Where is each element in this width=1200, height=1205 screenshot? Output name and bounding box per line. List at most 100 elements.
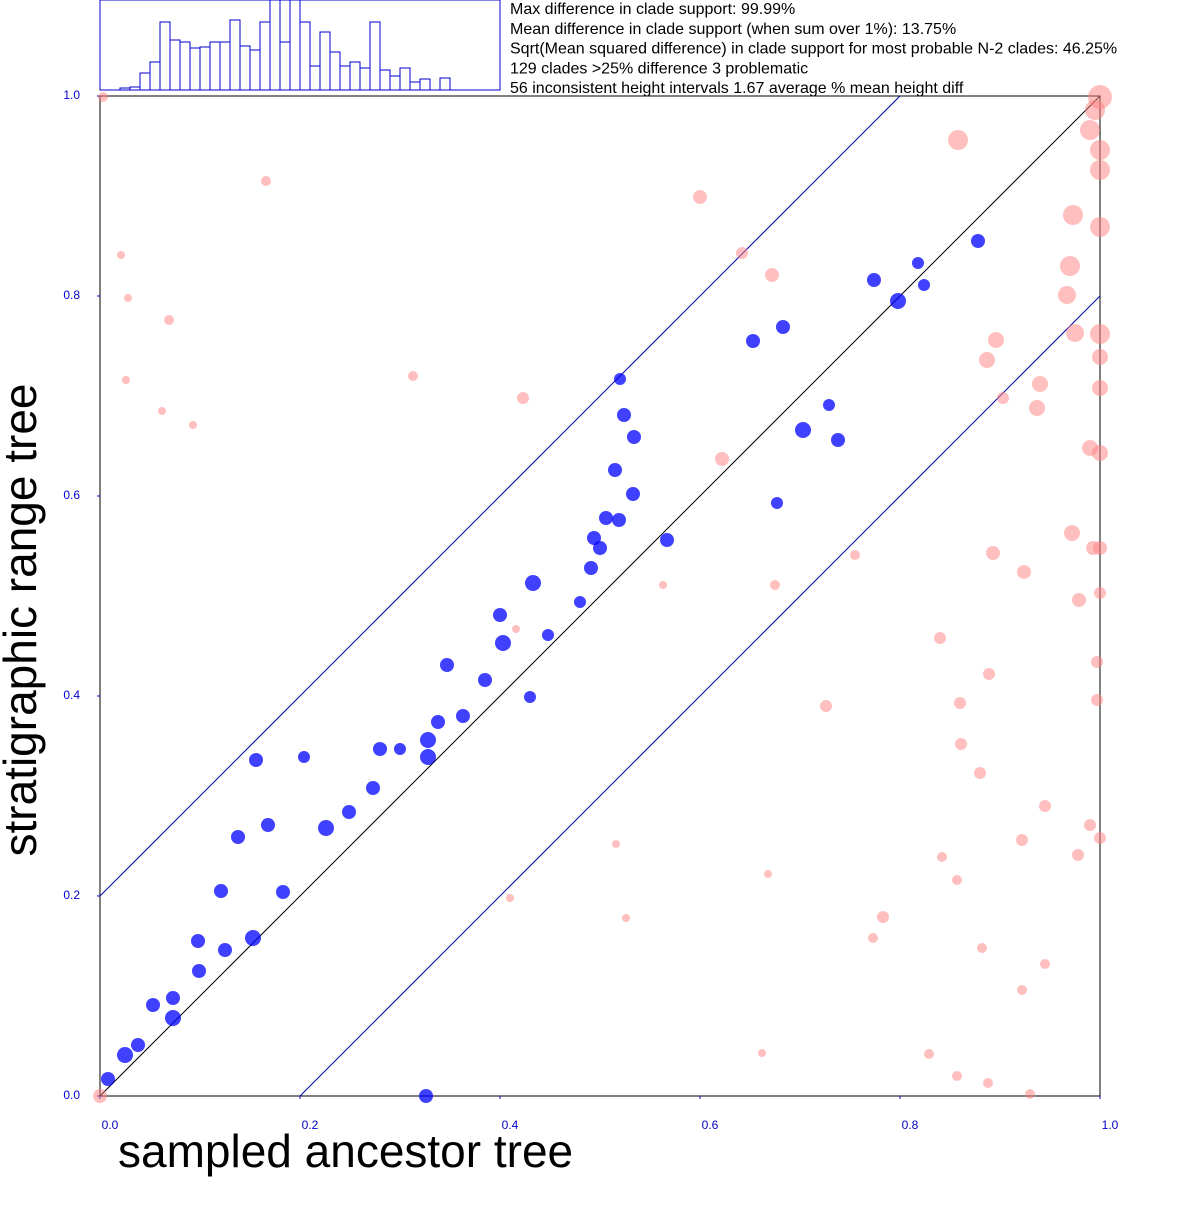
histogram-bar [119, 87, 131, 91]
histogram-bar [399, 67, 411, 91]
histogram-bar [439, 77, 451, 91]
point [954, 697, 966, 709]
histogram-bar [279, 41, 291, 91]
point [524, 691, 536, 703]
histogram-bar [159, 21, 171, 91]
point [342, 805, 356, 819]
annotation: Max difference in clade support: 99.99% [510, 1, 795, 18]
histogram-bar [179, 41, 191, 91]
histogram-bar [229, 19, 241, 91]
point [983, 1078, 993, 1088]
point [165, 1010, 181, 1026]
point [166, 991, 180, 1005]
point [1094, 832, 1106, 844]
point [715, 452, 729, 466]
point [146, 998, 160, 1012]
point [495, 635, 511, 651]
point [736, 247, 748, 259]
point [117, 251, 125, 259]
y-tick-label: 1.0 [63, 88, 80, 102]
point [1063, 205, 1083, 225]
histogram-bar [209, 41, 221, 91]
histogram-bar [409, 81, 421, 91]
point [318, 820, 334, 836]
y-tick-label: 0.2 [63, 888, 80, 902]
point [1039, 800, 1051, 812]
point [1064, 525, 1080, 541]
point [456, 709, 470, 723]
point [659, 581, 667, 589]
histogram-bar [329, 51, 341, 91]
point [584, 561, 598, 575]
point [131, 1038, 145, 1052]
histogram-bar [319, 31, 331, 91]
point [574, 596, 586, 608]
point [420, 732, 436, 748]
histogram-bar [299, 21, 311, 91]
point [614, 373, 626, 385]
point [593, 541, 607, 555]
point [517, 392, 529, 404]
point [525, 575, 541, 591]
point [261, 818, 275, 832]
histogram-bar [129, 86, 141, 91]
point [1092, 349, 1108, 365]
point [823, 399, 835, 411]
point [98, 92, 108, 102]
point [877, 911, 889, 923]
point [1072, 593, 1086, 607]
point [440, 658, 454, 672]
histogram-bar [369, 21, 381, 91]
histogram-bar [249, 49, 261, 91]
histogram-bar [189, 47, 201, 91]
histogram-bar [339, 65, 351, 91]
histogram-bar [419, 78, 431, 91]
point [983, 668, 995, 680]
point [1060, 256, 1080, 276]
point [431, 715, 445, 729]
point [1032, 376, 1048, 392]
point [948, 130, 968, 150]
point [164, 315, 174, 325]
annotation: Mean difference in clade support (when s… [510, 21, 956, 38]
point [1040, 959, 1050, 969]
point [831, 433, 845, 447]
x-tick-label: 0.0 [102, 1118, 119, 1132]
point [608, 463, 622, 477]
point [1094, 587, 1106, 599]
point [764, 870, 772, 878]
histogram-bar [379, 69, 391, 91]
histogram-bar [219, 41, 231, 91]
histogram-bar [309, 65, 321, 91]
point [101, 1072, 115, 1086]
annotation: 56 inconsistent height intervals 1.67 av… [510, 80, 964, 97]
histogram-bar [149, 61, 161, 91]
point [924, 1049, 934, 1059]
histogram-bar [169, 39, 181, 91]
histogram-bar [269, 0, 281, 91]
point [1092, 380, 1108, 396]
point [124, 294, 132, 302]
histogram-bar [359, 67, 371, 91]
reference-line [99, 95, 901, 897]
point [214, 884, 228, 898]
point [1017, 565, 1031, 579]
point [952, 875, 962, 885]
point [506, 894, 514, 902]
point [771, 497, 783, 509]
point [776, 320, 790, 334]
point [1090, 140, 1110, 160]
point [1090, 324, 1110, 344]
point [986, 546, 1000, 560]
histogram-bar [239, 45, 251, 91]
point [1029, 400, 1045, 416]
y-tick-label: 0.4 [63, 688, 80, 702]
x-tick-label: 0.2 [302, 1118, 319, 1132]
point [1080, 120, 1100, 140]
point [1092, 445, 1108, 461]
point [512, 625, 520, 633]
point [612, 513, 626, 527]
point [1017, 985, 1027, 995]
x-tick-label: 0.4 [502, 1118, 519, 1132]
point [937, 852, 947, 862]
